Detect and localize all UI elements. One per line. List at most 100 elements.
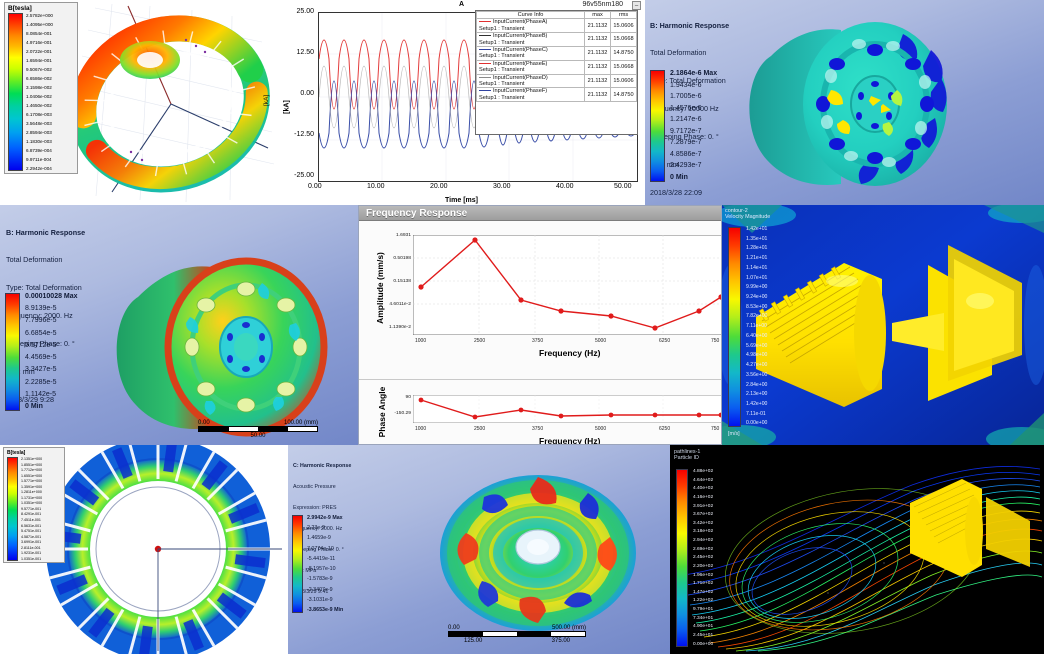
scale-bar-graphic [198,426,318,432]
minimize-button[interactable]: – [632,1,641,10]
x-axis-label: Time [ms] [445,197,478,204]
legend-value: 4.5871e-001 [21,534,42,539]
curveinfo-name-cell: InputCurrent(PhaseF) Setup1 : Transient [476,87,585,103]
legend-values: 1.42e+01 1.35e+01 1.28e+01 1.21e+01 1.14… [741,226,768,427]
series-color-swatch [479,62,491,64]
harmonic-response-2000hz-panel[interactable]: B: Harmonic Response Total Deformation T… [0,205,358,445]
scale-left-label: 0.00 [448,625,460,631]
curveinfo-col-rms: rms [610,10,637,20]
tesla-colorbar [8,13,23,171]
velocity-contour-view [722,205,1044,445]
legend-value: 8.53e+00 [746,303,768,310]
amplitude-x-tick: 3750 [532,338,544,344]
legend-value: 7.4511e-001 [21,518,41,523]
acoustic-expression: Expression: PRES [293,505,337,511]
amplitude-plot-svg [413,235,721,335]
scale-mid-label: 50.00 [250,433,266,439]
scale-right-label: 100.00 (mm) [283,420,318,426]
frequency-response-window[interactable]: Frequency Response Amplitude (mm/s) 1.69… [358,205,722,445]
curveinfo-name-cell: InputCurrent(PhaseA) Setup1 : Transient [476,18,585,34]
table-row[interactable]: InputCurrent(PhaseC) Setup1 : Transient … [476,46,637,61]
y-tick: 0.00 [300,90,314,97]
scale-bar-mid-left: 0.00 100.00 (mm) 50.00 [198,420,318,439]
legend-value: 1.5771e+000 [21,479,43,484]
legend-value: 2.45e+01 [693,632,714,638]
amplitude-y-tick: 1.1390e-2 [388,325,411,330]
legend-value: 7.34e+01 [693,615,714,621]
tesla-legend-top-left: B[tesla] 2.5782e+000 1.4095e+000 8.0854e… [4,2,78,174]
table-row[interactable]: InputCurrent(PhaseB) Setup1 : Transient … [476,32,637,48]
curve-info-table[interactable]: Curve Info max rms InputCurrent(PhaseA) … [475,10,638,135]
legend-value: 2.84e+00 [746,381,768,388]
legend-value: 1.42e+01 [746,226,768,232]
velocity-legend-caption: contour-2 Velocity Magnitude [725,208,771,221]
acoustic-pressure-panel[interactable]: C: Harmonic Response Acoustic Pressure E… [288,445,670,654]
legend-value: 1.0351e-001 [21,556,42,561]
phase-x-tick: 1000 [415,426,427,432]
legend-value: 3.67e+02 [693,512,714,518]
amplitude-chart[interactable]: Amplitude (mm/s) 1.6931 0.50198 0.15138 … [359,221,721,369]
legend-value: 4.8586e-7 [670,150,702,158]
acoustic-frequency: Frequency: 2000. Hz [293,526,343,532]
legend-values: 0.00010028 Max 8.9139e-5 7.7996e-5 6.685… [20,293,78,411]
maxwell-flux-3d-panel[interactable]: [kA] B[tesla] 2.5782e+000 1.4095e+000 8.… [0,0,278,205]
series-label: InputCurrent(PhaseD) [493,74,548,81]
velocity-colorbar [728,227,741,427]
harmonic-type: Type: Total Deformation [6,283,82,293]
x-tick: 50.00 [614,183,632,190]
legend-value-max: 2.9942e-9 Max [307,515,343,521]
maxwell-flux-2d-panel[interactable]: B[tesla] 2.1351e+000 1.8551e+000 1.7712e… [0,445,288,654]
series-max: 21.1132 [584,18,611,34]
table-row[interactable]: InputCurrent(PhaseF) Setup1 : Transient … [476,87,637,103]
phase-x-axis-label: Frequency (Hz) [539,436,601,445]
tesla-legend-values: 2.1351e+000 1.8551e+000 1.7712e+000 1.65… [18,457,42,561]
legend-value-min: 0 Min [25,402,43,410]
table-row[interactable]: InputCurrent(PhaseD) Setup1 : Transient … [476,73,637,89]
legend-value: 1.71e+02 [693,581,714,587]
curveinfo-col-max: max [584,10,611,20]
transient-current-plot-panel[interactable]: A 96v55nm180 – [kA] Time [ms] 25.00 12.5… [278,0,645,205]
curveinfo-name-cell: InputCurrent(PhaseE) Setup1 : Transient [476,59,585,75]
scale-right-label: 500.00 (mm) [551,625,586,631]
harmonic-response-10000hz-panel[interactable]: B: Harmonic Response Total Deformation T… [645,0,1044,205]
legend-value: 6.40e+00 [746,332,768,339]
legend-value: 7.7996e-5 [25,317,57,325]
legend-value: 4.9716e-001 [26,39,52,45]
legend-value: 8.4291e-001 [21,512,42,517]
legend-value: 9.5067e-002 [26,66,52,72]
legend-value: 9.5771e-001 [21,506,42,511]
legend-value: 6.5631e-001 [21,523,42,528]
legend-value: 2.23e-9 [307,525,325,532]
legend-values: 4.88e+02 4.64e+02 4.40e+02 4.16e+02 3.91… [688,469,713,647]
y-tick: 12.50 [296,49,314,56]
legend-value: 1.2147e-6 [670,116,702,124]
table-row[interactable]: InputCurrent(PhaseE) Setup1 : Transient … [476,59,637,75]
scale-inner-ticks: 125.00 375.00 [448,637,586,644]
window-title: Frequency Response [366,208,468,219]
phase-x-tick: 2500 [474,426,486,432]
frequency-response-titlebar[interactable]: Frequency Response [359,206,721,221]
legend-value: 1.14e+01 [746,264,768,271]
particle-pathlines-panel[interactable]: pathlines-1 Particle ID 4.88e+02 4.64e+0… [670,445,1044,654]
x-tick: 30.00 [493,183,511,190]
legend-value: 4.4569e-5 [25,354,57,362]
legend-value: 9.99e+00 [746,284,768,291]
series-rms: 14.8750 [610,46,637,61]
legend-value: 2.4293e-7 [670,162,702,170]
legend-value-max: 0.00010028 Max [25,293,78,300]
legend-value: 6.6586e-002 [26,75,52,81]
series-rms: 15.0668 [610,59,637,75]
acoustic-result-name: Acoustic Pressure [293,484,336,490]
series-color-swatch [479,90,491,92]
fluent-velocity-contour-panel[interactable]: contour-2 Velocity Magnitude 1.42e+01 1.… [722,205,1044,445]
legend-value: 3.3427e-5 [25,366,57,374]
legend-value: 3.18e+02 [693,529,714,535]
table-row[interactable]: InputCurrent(PhaseA) Setup1 : Transient … [476,18,637,34]
pathlines-view [670,445,1044,654]
x-tick: 0.00 [308,183,322,190]
legend-value: 2.45e+02 [693,555,714,561]
acoustic-header: C: Harmonic Response Acoustic Pressure E… [293,449,351,610]
phase-angle-chart[interactable]: Phase Angle 90 -150.29 1000 [359,381,721,445]
x-tick: 40.00 [556,183,574,190]
